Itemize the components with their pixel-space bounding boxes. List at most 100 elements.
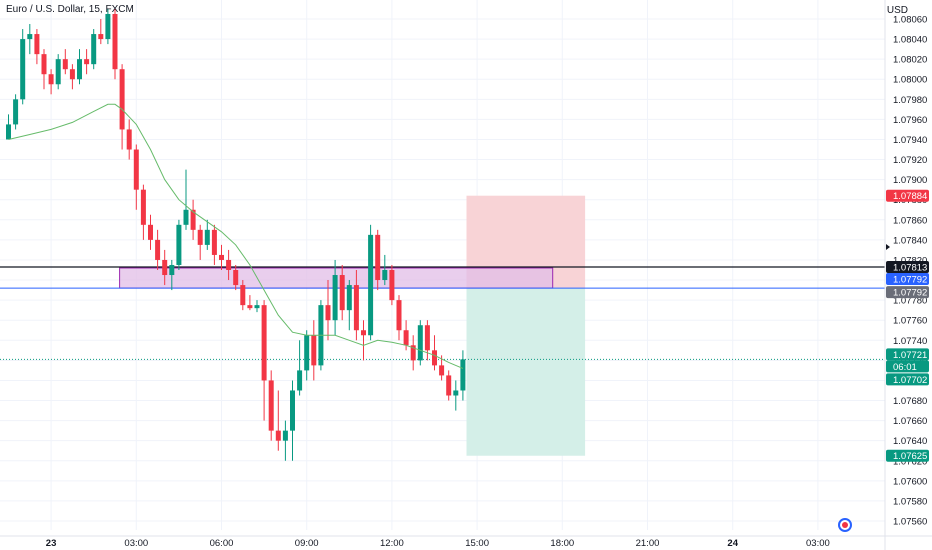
candle-body xyxy=(119,69,125,130)
candle-body xyxy=(41,54,47,75)
candle-body xyxy=(77,59,82,80)
candle-body xyxy=(282,430,288,441)
candle-body xyxy=(353,285,359,331)
price-label-text: 1.07792 xyxy=(893,288,927,299)
candle-body xyxy=(311,335,317,366)
price-tick-label: 1.08000 xyxy=(893,75,927,86)
candle-body xyxy=(20,39,26,100)
candle-body xyxy=(204,229,210,245)
candle-body xyxy=(176,224,182,265)
moving-average xyxy=(8,103,464,369)
price-label-text: 1.07820 xyxy=(893,255,927,266)
time-tick-label: 06:00 xyxy=(210,538,234,549)
candle-body xyxy=(304,335,310,371)
chart-zones xyxy=(119,195,586,456)
price-label-box xyxy=(886,373,929,386)
tradingview-logo-dot xyxy=(842,522,848,528)
price-label-text: 1.07625 xyxy=(893,451,927,462)
time-tick-label: 24 xyxy=(727,538,738,549)
price-label-text: 1.07721 xyxy=(893,350,927,361)
candle-body xyxy=(424,325,430,351)
price-label-text: 1.07813 xyxy=(893,262,927,273)
time-tick-label: 12:00 xyxy=(380,538,404,549)
candle-body xyxy=(84,59,90,65)
price-label-box xyxy=(886,348,929,361)
candle-body xyxy=(211,229,217,255)
time-axis[interactable]: 23 03:00 06:00 09:00 12:00 15:00 18:00 21:00 24 0… xyxy=(0,535,932,549)
time-tick-label: 03:00 xyxy=(124,538,148,549)
time-tick-label: 15:00 xyxy=(465,538,489,549)
price-label-text: 1.07792 xyxy=(893,275,927,286)
candles xyxy=(6,8,466,461)
price-tick-label: 1.07560 xyxy=(893,517,927,528)
candle-body xyxy=(432,350,437,366)
scale-arrow-icon xyxy=(886,244,890,250)
candle-body xyxy=(346,285,352,311)
price-labels: 1.078841.078201.078131.077921.077921.077… xyxy=(886,189,929,462)
candle-body xyxy=(339,275,345,311)
price-tick-label: 1.07780 xyxy=(893,296,927,307)
candle-body xyxy=(91,34,97,65)
time-tick-label: 21:00 xyxy=(636,538,660,549)
candle-body xyxy=(275,430,281,441)
candle-body xyxy=(254,305,260,309)
price-tick-label: 1.07620 xyxy=(893,456,927,467)
candle-body xyxy=(368,234,374,336)
time-tick-label: 18:00 xyxy=(550,538,574,549)
candle-body xyxy=(240,285,246,306)
candle-body xyxy=(112,13,118,70)
price-tick-label: 1.07660 xyxy=(893,416,927,427)
candle-body xyxy=(410,345,416,361)
candle-body xyxy=(48,74,54,85)
candle-body xyxy=(126,129,132,150)
candle-body xyxy=(98,34,104,40)
price-tick-label: 1.07960 xyxy=(893,115,927,126)
candle-body xyxy=(375,234,381,281)
moving-average-line xyxy=(8,103,464,369)
chart-grid xyxy=(0,0,885,530)
symbol-title: Euro / U.S. Dollar, 15, FXCM xyxy=(6,4,134,15)
candle-body xyxy=(389,270,395,301)
candle-body xyxy=(226,259,232,270)
candle-body xyxy=(297,370,303,391)
candle-body xyxy=(190,209,196,230)
candle-body xyxy=(325,305,331,321)
candle-body xyxy=(361,330,366,336)
price-tick-label: 1.07760 xyxy=(893,316,927,327)
time-tick-label: 03:00 xyxy=(806,538,830,549)
price-label-text: 1.07702 xyxy=(893,375,927,386)
price-label-text: 06:01 xyxy=(893,362,917,373)
candle-body xyxy=(148,224,153,240)
price-label-box xyxy=(886,189,929,202)
candle-body xyxy=(403,330,409,346)
candle-body xyxy=(140,189,146,225)
candle-body xyxy=(162,259,168,276)
candle-body xyxy=(453,390,459,396)
time-tick-label: 09:00 xyxy=(295,538,319,549)
candle-body xyxy=(6,124,11,140)
price-tick-label: 1.07640 xyxy=(893,436,927,447)
price-label-box xyxy=(886,360,929,373)
candle-body xyxy=(133,149,139,190)
candle-body xyxy=(27,34,33,40)
candle-body xyxy=(439,365,445,376)
price-tick-label: 1.08040 xyxy=(893,35,927,46)
candle-body xyxy=(268,380,274,431)
price-label-text: 1.07884 xyxy=(893,191,927,202)
candle-body xyxy=(155,239,161,260)
currency-label[interactable]: USD xyxy=(886,5,908,16)
candle-body xyxy=(382,270,388,281)
price-tick-label: 1.07680 xyxy=(893,396,927,407)
price-tick-label: 1.07920 xyxy=(893,155,927,166)
chart-lines xyxy=(0,266,885,360)
price-tick-label: 1.07900 xyxy=(893,175,927,186)
candle-body xyxy=(197,229,203,245)
candle-body xyxy=(460,359,466,391)
price-label-box xyxy=(886,449,929,462)
candle-body xyxy=(261,305,267,381)
price-tick-label: 1.07980 xyxy=(893,95,927,106)
candle-body xyxy=(69,69,75,80)
candle-body xyxy=(332,275,338,321)
candle-body xyxy=(290,390,295,431)
